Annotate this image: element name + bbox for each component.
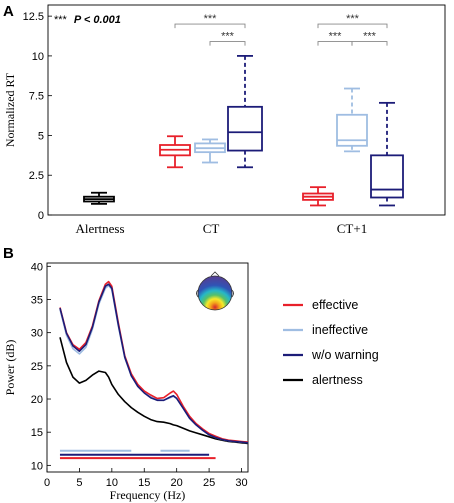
panel-a-boxes [83,55,404,207]
box-iqr [336,113,368,147]
group-label: CT [203,221,220,236]
series-line-alertness [59,337,249,445]
panel-b-significance-bars [59,449,216,460]
x-tick-label: 25 [203,477,215,489]
significance-bracket [351,41,388,46]
panel-b-label: B [3,245,14,262]
panel-b-x-axis-label: Frequency (Hz) [110,488,186,502]
x-tick-label: 20 [171,477,183,489]
significance-bracket [317,23,388,29]
box-plot [83,191,115,205]
panel-a-y-axis: 0 2.5 5 7.5 10 12.5 [23,11,52,222]
panel-b-lines [59,280,249,445]
box-iqr [227,105,263,152]
box-plot [159,135,191,169]
box-plot [370,101,404,207]
legend-label: alertness [312,373,363,387]
y-tick-label: 30 [31,328,43,340]
legend-label: effective [312,298,358,312]
significance-bracket-label: *** [221,31,235,43]
significance-bracket-label: *** [346,13,360,25]
y-tick-label: 25 [31,361,43,373]
x-tick-label: 0 [44,477,50,489]
significance-bracket-label: *** [329,31,343,43]
significance-stars: *** [54,14,68,26]
panel-b-legend: effective ineffective w/o warning alertness [283,298,379,387]
y-tick-label: 20 [31,394,43,406]
box-plot [194,138,226,164]
box-plot [227,55,263,169]
x-tick-label: 30 [235,477,247,489]
x-tick-label: 10 [106,477,118,489]
x-tick-label: 5 [76,477,82,489]
series-line-w-o-warning [59,283,249,444]
y-tick-label: 0 [38,210,44,222]
panel-a-y-axis-label: Normalized RT [3,72,17,147]
box-plot [336,87,368,153]
y-tick-label: 15 [31,427,43,439]
legend-label: w/o warning [311,348,379,362]
significance-bracket-label: *** [363,31,377,43]
significance-legend: *** P < 0.001 [54,14,121,26]
y-tick-label: 40 [31,261,43,273]
legend-label: ineffective [312,323,368,337]
y-tick-label: 10 [32,51,44,63]
scalp-topography-icon [196,271,234,311]
y-tick-label: 12.5 [23,11,44,23]
y-tick-label: 35 [31,294,43,306]
y-tick-label: 7.5 [29,91,44,103]
panel-a-plot-frame [47,4,446,216]
panel-b-axes: 10 15 20 25 30 35 40 0 5 10 15 20 25 30 [31,261,248,489]
panel-a-significance-brackets: ************ *** [174,13,388,46]
y-tick-label: 10 [31,460,43,472]
significance-bracket-label: *** [204,13,218,25]
significance-bracket [174,23,246,29]
y-tick-label: 2.5 [29,170,44,182]
panel-a-group-labels: Alertness CT CT+1 [75,221,367,236]
group-label: CT+1 [337,221,367,236]
panel-b-y-axis-label: Power (dB) [3,340,17,396]
panel-b-plot-frame [46,262,249,473]
y-tick-label: 5 [38,130,44,142]
group-label: Alertness [75,221,124,236]
box-iqr [370,154,404,199]
x-tick-label: 15 [138,477,150,489]
significance-text: P < 0.001 [74,14,121,26]
significance-bracket [209,41,246,46]
panel-a-label: A [3,3,14,20]
box-plot [302,186,334,207]
